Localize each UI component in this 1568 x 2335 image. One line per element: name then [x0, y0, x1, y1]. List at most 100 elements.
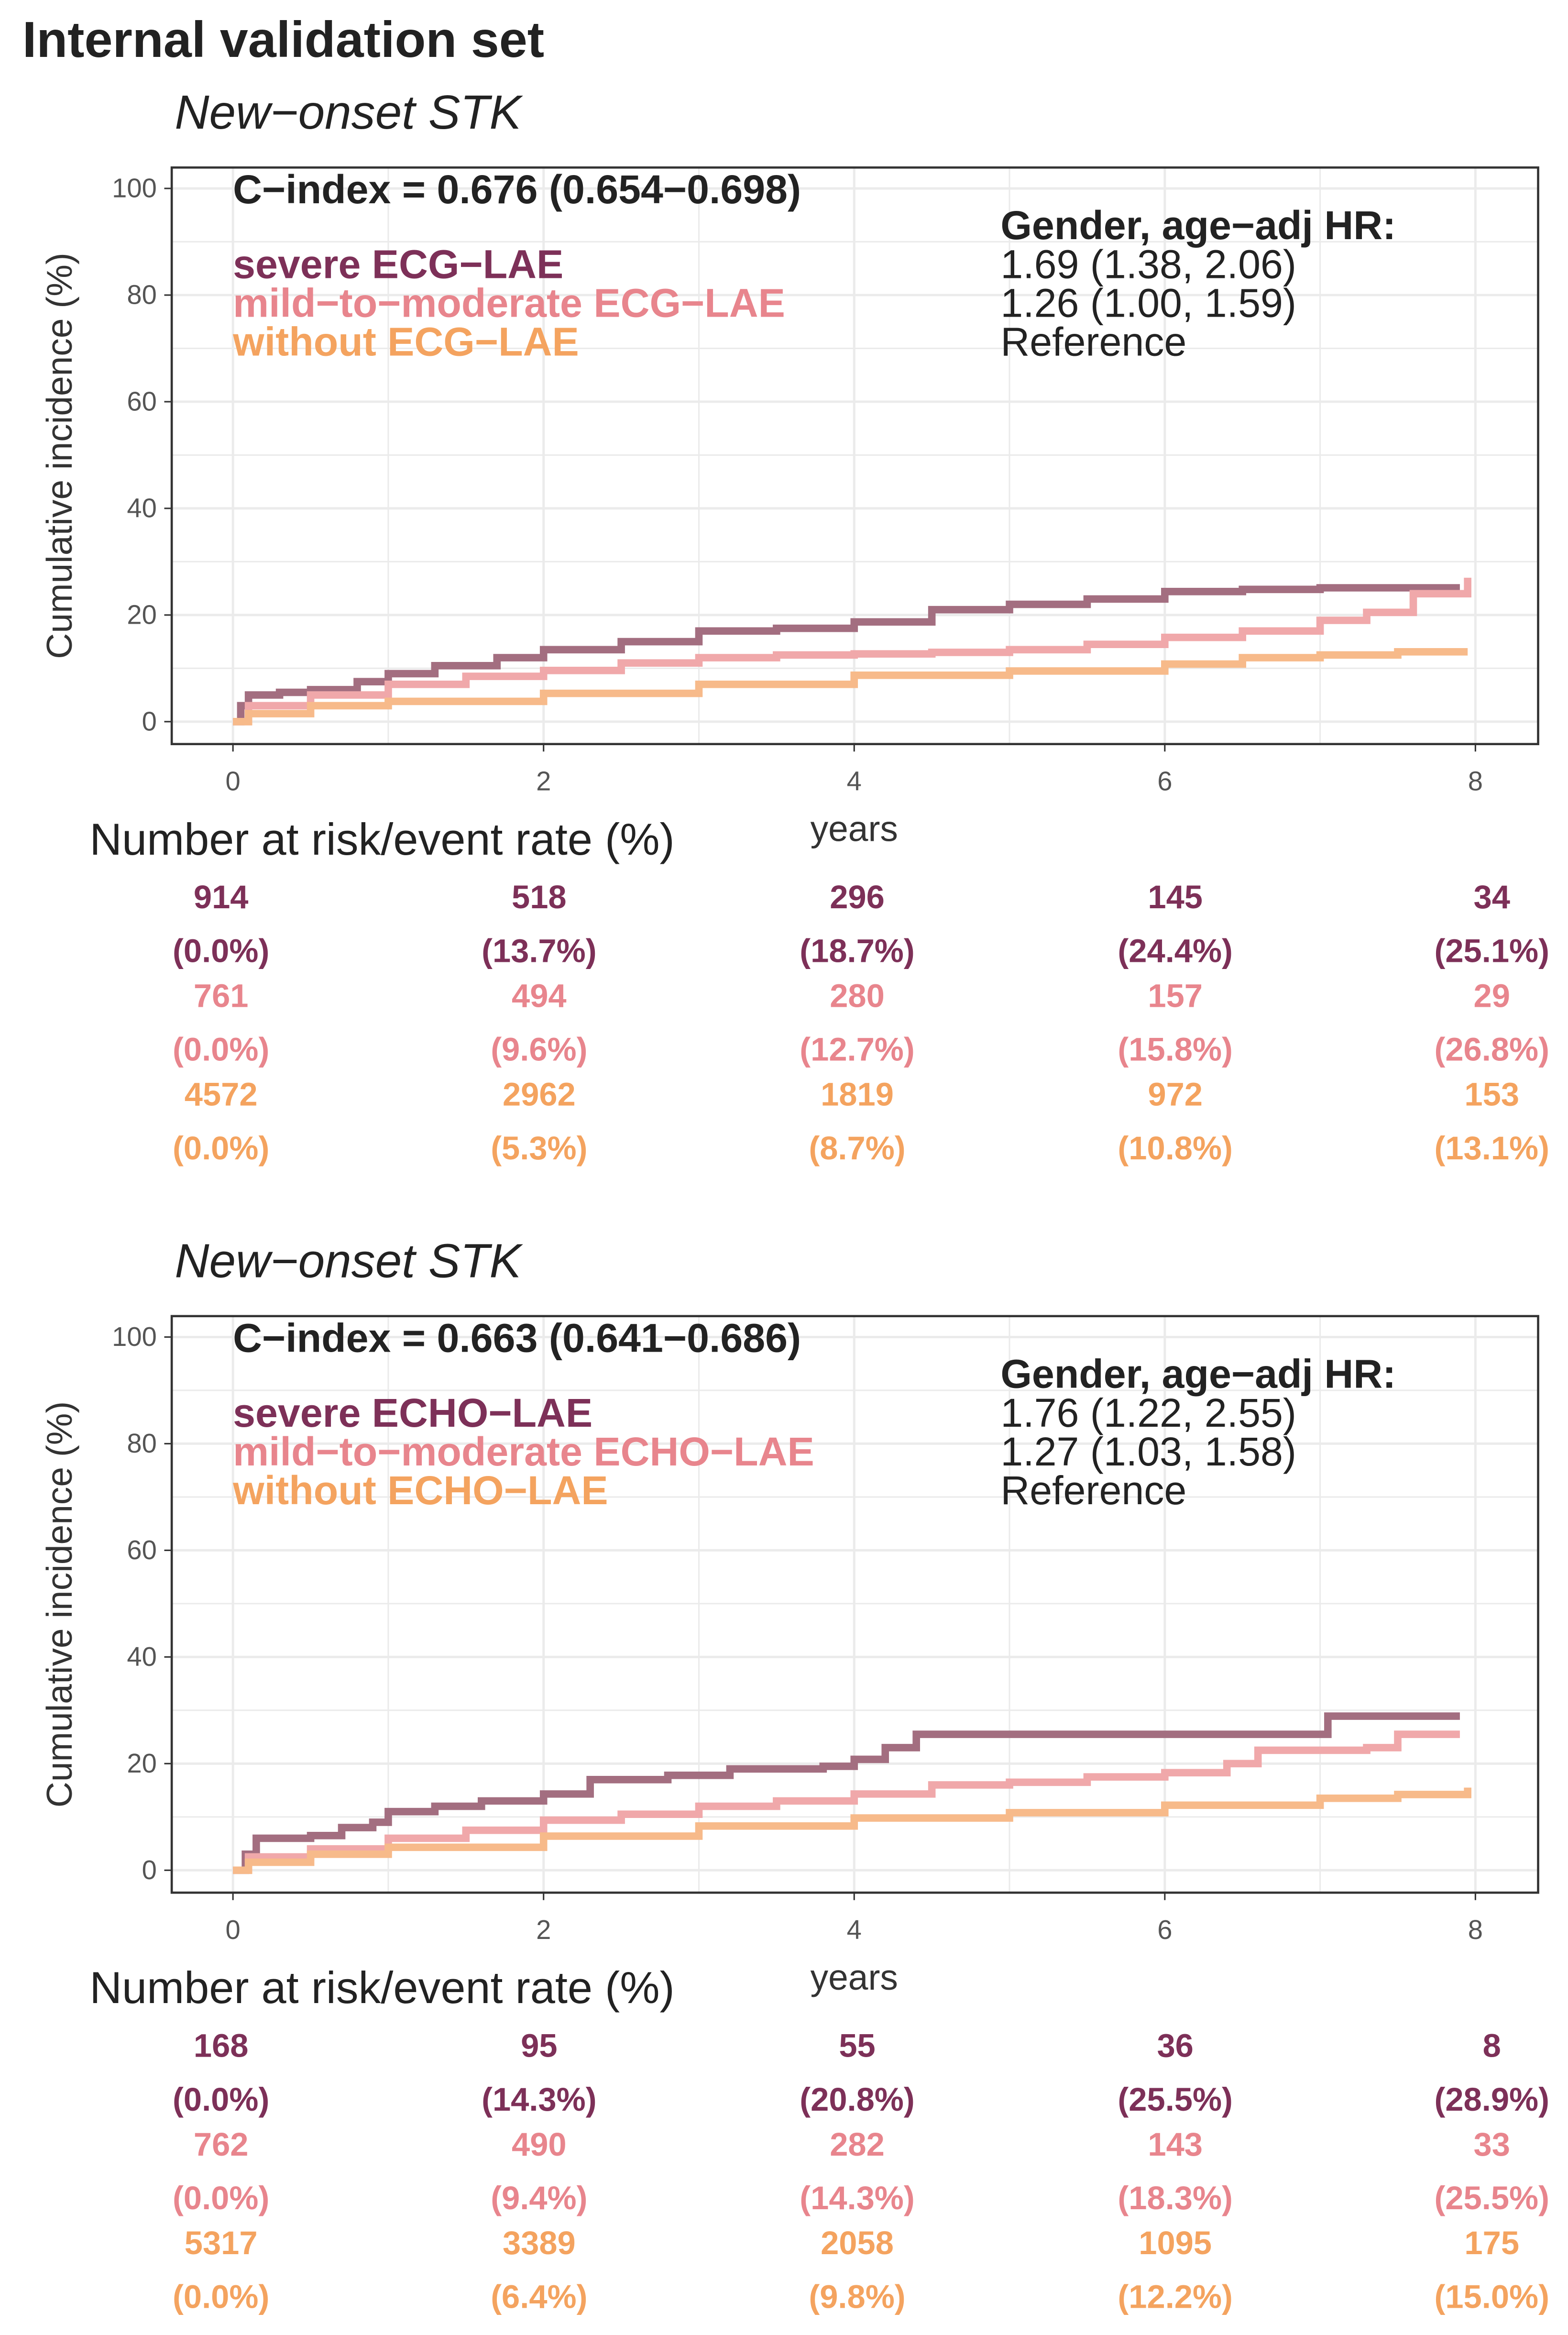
- risk-count-mild: 143: [1148, 2126, 1203, 2163]
- event-rate-mild: (0.0%): [173, 2180, 269, 2216]
- x-tick-label: 6: [1157, 1915, 1172, 1945]
- event-rate-mild: (12.7%): [800, 1031, 915, 1068]
- risk-count-severe: 8: [1483, 2027, 1501, 2064]
- x-axis-label: years: [811, 1957, 898, 1997]
- legend-without: without ECG−LAE: [232, 319, 579, 364]
- event-rate-mild: (0.0%): [173, 1031, 269, 1068]
- y-tick-label: 0: [142, 706, 157, 737]
- event-rate-without: (5.3%): [491, 1130, 587, 1167]
- legend-mild: mild−to−moderate ECHO−LAE: [233, 1429, 814, 1474]
- legend-mild: mild−to−moderate ECG−LAE: [233, 281, 785, 326]
- risk-count-severe: 914: [194, 879, 249, 915]
- event-rate-severe: (25.1%): [1434, 933, 1549, 969]
- risk-count-without: 5317: [185, 2225, 258, 2261]
- risk-count-mild: 761: [194, 977, 249, 1014]
- event-rate-without: (8.7%): [809, 1130, 905, 1167]
- event-rate-severe: (0.0%): [173, 933, 269, 969]
- x-tick-label: 2: [536, 1915, 551, 1945]
- y-tick-label: 20: [127, 600, 157, 630]
- risk-count-without: 2058: [821, 2225, 894, 2261]
- km-curve-mild: [233, 1730, 1460, 1874]
- event-rate-severe: (28.9%): [1434, 2081, 1549, 2118]
- risk-count-without: 1819: [821, 1076, 894, 1112]
- chart-title: New−onset STK: [175, 1235, 523, 1288]
- hr-without: Reference: [1000, 1468, 1186, 1513]
- risk-count-mild: 494: [512, 977, 567, 1014]
- event-rate-severe: (0.0%): [173, 2081, 269, 2118]
- chart-title: New−onset STK: [175, 86, 523, 139]
- event-rate-without: (13.1%): [1434, 1130, 1549, 1167]
- x-tick-label: 4: [847, 1915, 862, 1945]
- event-rate-without: (9.8%): [809, 2278, 905, 2315]
- risk-count-severe: 95: [521, 2027, 557, 2064]
- legend-severe: severe ECHO−LAE: [233, 1390, 592, 1435]
- y-tick-label: 80: [127, 1428, 157, 1458]
- risk-count-without: 2962: [503, 1076, 576, 1112]
- x-axis-label: years: [811, 809, 898, 849]
- km-curve-without: [233, 648, 1468, 726]
- hr-severe: 1.69 (1.38, 2.06): [1000, 242, 1296, 286]
- event-rate-mild: (18.3%): [1118, 2180, 1233, 2216]
- risk-count-mild: 157: [1148, 977, 1203, 1014]
- y-tick-label: 80: [127, 280, 157, 310]
- risk-count-mild: 29: [1474, 977, 1510, 1014]
- km-curve-severe: [233, 1712, 1460, 1874]
- y-tick-label: 20: [127, 1748, 157, 1778]
- risk-count-mild: 762: [194, 2126, 249, 2163]
- risk-count-without: 175: [1464, 2225, 1519, 2261]
- event-rate-severe: (24.4%): [1118, 933, 1233, 969]
- y-tick-label: 40: [127, 1641, 157, 1672]
- x-tick-label: 2: [536, 766, 551, 796]
- risk-count-without: 153: [1464, 1076, 1519, 1112]
- risk-table-title: Number at risk/event rate (%): [89, 1962, 674, 2013]
- x-tick-label: 0: [226, 1915, 241, 1945]
- event-rate-severe: (25.5%): [1118, 2081, 1233, 2118]
- risk-count-mild: 33: [1474, 2126, 1510, 2163]
- event-rate-severe: (14.3%): [482, 2081, 597, 2118]
- risk-count-severe: 296: [830, 879, 885, 915]
- risk-count-without: 972: [1148, 1076, 1203, 1112]
- c-index: C−index = 0.663 (0.641−0.686): [233, 1316, 801, 1361]
- event-rate-severe: (20.8%): [800, 2081, 915, 2118]
- event-rate-without: (0.0%): [173, 1130, 269, 1167]
- risk-count-severe: 145: [1148, 879, 1203, 915]
- risk-count-without: 3389: [503, 2225, 576, 2261]
- hr-title: Gender, age−adj HR:: [1000, 203, 1396, 248]
- event-rate-without: (10.8%): [1118, 1130, 1233, 1167]
- event-rate-mild: (15.8%): [1118, 1031, 1233, 1068]
- event-rate-mild: (14.3%): [800, 2180, 915, 2216]
- km-curve-mild: [233, 577, 1471, 726]
- event-rate-mild: (26.8%): [1434, 1031, 1549, 1068]
- c-index: C−index = 0.676 (0.654−0.698): [233, 167, 801, 212]
- risk-count-severe: 518: [512, 879, 567, 915]
- event-rate-severe: (13.7%): [482, 933, 597, 969]
- event-rate-mild: (9.6%): [491, 1031, 587, 1068]
- risk-count-without: 4572: [185, 1076, 258, 1112]
- x-tick-label: 6: [1157, 766, 1172, 796]
- hr-title: Gender, age−adj HR:: [1000, 1352, 1396, 1397]
- event-rate-without: (15.0%): [1434, 2278, 1549, 2315]
- hr-severe: 1.76 (1.22, 2.55): [1000, 1390, 1296, 1435]
- y-tick-label: 100: [112, 1322, 157, 1352]
- km-curve-without: [233, 1787, 1471, 1874]
- risk-count-mild: 490: [512, 2126, 567, 2163]
- y-tick-label: 100: [112, 173, 157, 203]
- hr-mild: 1.27 (1.03, 1.58): [1000, 1429, 1296, 1474]
- figure-title: Internal validation set: [22, 11, 544, 68]
- risk-table-title: Number at risk/event rate (%): [89, 814, 674, 864]
- y-axis-label: Cumulative incidence (%): [39, 253, 79, 659]
- risk-count-severe: 168: [194, 2027, 249, 2064]
- y-tick-label: 60: [127, 386, 157, 417]
- risk-count-severe: 34: [1474, 879, 1510, 915]
- x-tick-label: 8: [1468, 766, 1483, 796]
- y-tick-label: 60: [127, 1535, 157, 1565]
- hr-mild: 1.26 (1.00, 1.59): [1000, 281, 1296, 326]
- risk-count-mild: 280: [830, 977, 885, 1014]
- x-tick-label: 4: [847, 766, 862, 796]
- km-curve-severe: [233, 584, 1460, 726]
- x-tick-label: 0: [226, 766, 241, 796]
- event-rate-without: (12.2%): [1118, 2278, 1233, 2315]
- event-rate-severe: (18.7%): [800, 933, 915, 969]
